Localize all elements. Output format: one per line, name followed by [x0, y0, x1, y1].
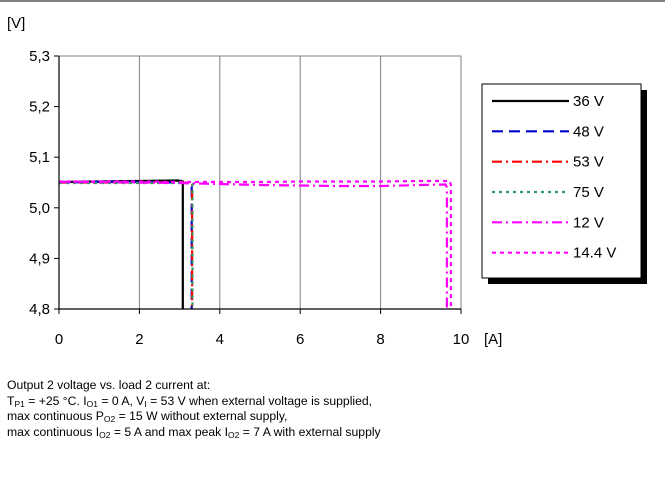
- legend-label-1: 36 V: [573, 93, 604, 110]
- caption-text: = 0 A, V: [98, 393, 145, 408]
- caption-text: = 15 W without external supply,: [115, 409, 288, 423]
- caption-subscript: P1: [14, 398, 25, 409]
- caption-subscript: O2: [103, 414, 116, 424]
- caption-subscript: I: [144, 398, 147, 409]
- y-tick-label: 4,9: [29, 250, 50, 267]
- y-tick-label: 5,3: [29, 48, 50, 65]
- caption-subscript: O1: [86, 398, 98, 409]
- y-tick-label: 5,1: [29, 149, 50, 166]
- caption-line-3: max continuous PO2 = 15 W without extern…: [7, 409, 647, 425]
- caption-line-4: max continuous IO2 = 5 A and max peak IO…: [7, 425, 647, 441]
- x-tick-label: 4: [216, 331, 224, 348]
- axes: [54, 55, 462, 314]
- series-line-6: [59, 179, 452, 309]
- caption-text: = 5 A and max peak I: [110, 424, 229, 439]
- x-tick-label: 0: [55, 331, 63, 348]
- y-tick-label: 4,8: [29, 301, 50, 318]
- caption-subscript: O2: [228, 429, 240, 440]
- caption-line-2: TP1 = +25 °C. IO1 = 0 A, VI = 53 V when …: [7, 394, 647, 410]
- legend-label-3: 53 V: [573, 154, 604, 171]
- caption-text: max continuous I: [7, 424, 100, 439]
- y-tick-label: 5,2: [29, 99, 50, 116]
- series-layer: [58, 179, 452, 309]
- legend-label-2: 48 V: [573, 123, 604, 140]
- figure-caption: Output 2 voltage vs. load 2 current at: …: [7, 378, 647, 440]
- legend-box: [481, 83, 642, 279]
- x-axis-label: [A]: [484, 331, 502, 348]
- caption-subscript: O2: [99, 429, 111, 440]
- legend-label-5: 12 V: [573, 214, 604, 231]
- caption-text: Output 2 voltage vs. load 2 current at:: [7, 378, 211, 392]
- caption-text: max continuous P: [7, 409, 104, 423]
- caption-text: = 7 A with external supply: [239, 424, 381, 439]
- caption-text: T: [7, 393, 15, 408]
- tick-labels: 4,8 4,9 5,0 5,1 5,2 5,3 0 2 4 6 8 10: [29, 48, 469, 348]
- legend-label-4: 75 V: [573, 184, 604, 201]
- top-border: [0, 0, 665, 2]
- legend: 36 V 48 V 53 V 75 V 12 V 14.4 V: [481, 83, 647, 284]
- y-axis-label: [V]: [7, 15, 25, 32]
- caption-text: = +25 °C. I: [24, 393, 87, 408]
- caption-text: = 53 V when external voltage is supplied…: [146, 393, 373, 408]
- x-tick-label: 8: [376, 331, 384, 348]
- y-tick-label: 5,0: [29, 200, 50, 217]
- x-tick-label: 6: [296, 331, 304, 348]
- x-tick-label: 2: [135, 331, 143, 348]
- caption-line-1: Output 2 voltage vs. load 2 current at:: [7, 378, 647, 394]
- legend-label-6: 14.4 V: [573, 245, 616, 262]
- voltage-current-chart: 4,8 4,9 5,0 5,1 5,2 5,3 0 2 4 6 8 10 [V] [A] 36 V 48…: [7, 15, 647, 348]
- x-tick-label: 10: [453, 331, 470, 348]
